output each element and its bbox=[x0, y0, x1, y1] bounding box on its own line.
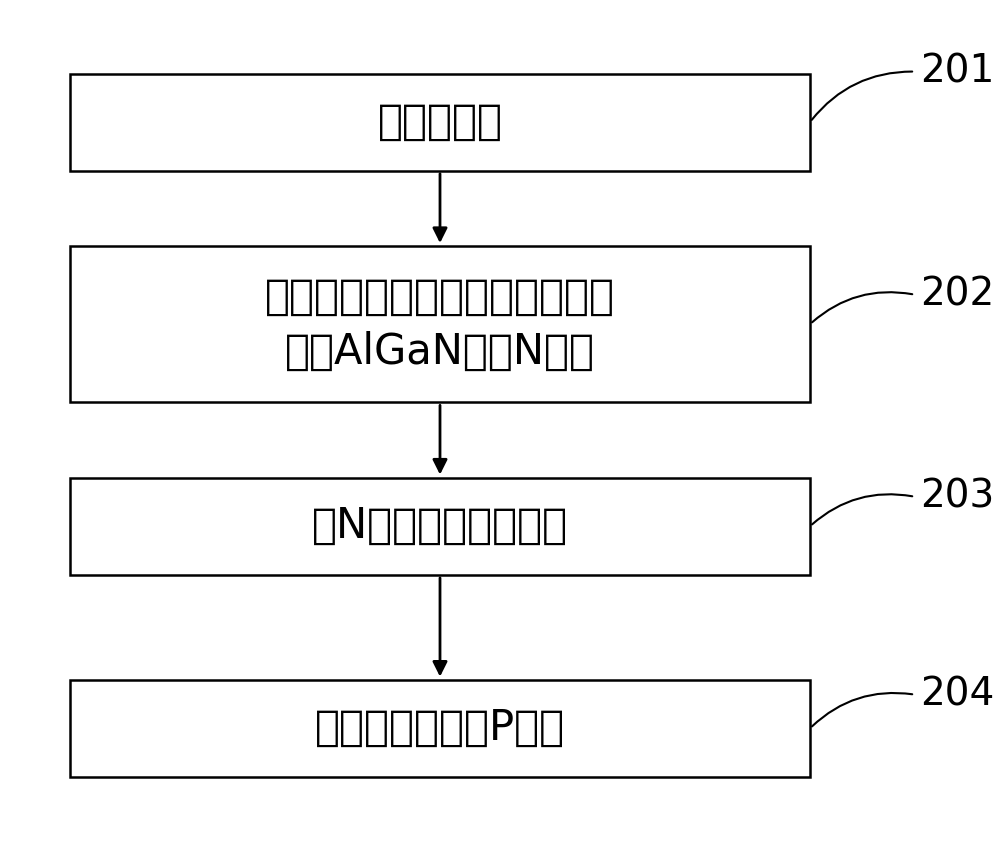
Text: 在衬底上依次生长缓冲层、未掺
杂的AlGaN层和N型层: 在衬底上依次生长缓冲层、未掺 杂的AlGaN层和N型层 bbox=[265, 275, 615, 373]
FancyBboxPatch shape bbox=[70, 680, 810, 776]
FancyBboxPatch shape bbox=[70, 477, 810, 574]
Text: 提供一衬底: 提供一衬底 bbox=[378, 101, 503, 143]
Text: 在有源层上生长P型层: 在有源层上生长P型层 bbox=[315, 707, 565, 749]
Text: 204: 204 bbox=[920, 675, 994, 714]
Text: 201: 201 bbox=[920, 52, 994, 91]
Text: 202: 202 bbox=[920, 275, 994, 314]
FancyBboxPatch shape bbox=[70, 74, 810, 170]
Text: 203: 203 bbox=[920, 477, 994, 516]
Text: 在N型层上生长有源层: 在N型层上生长有源层 bbox=[312, 505, 568, 547]
FancyBboxPatch shape bbox=[70, 246, 810, 402]
